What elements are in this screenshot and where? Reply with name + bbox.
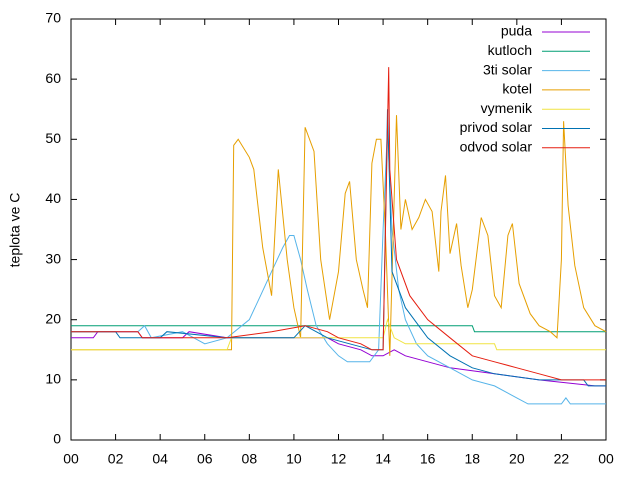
series-line bbox=[71, 325, 606, 333]
x-tick-label: 18 bbox=[464, 451, 480, 467]
x-tick-label: 10 bbox=[286, 451, 302, 467]
y-tick-label: 40 bbox=[45, 190, 61, 206]
y-axis-label: teplota ve C bbox=[7, 193, 23, 268]
x-tick-label: 12 bbox=[331, 451, 347, 467]
x-tick-label: 06 bbox=[197, 451, 213, 467]
legend-label: kutloch bbox=[488, 42, 532, 58]
series-line bbox=[71, 127, 606, 405]
x-tick-label: 22 bbox=[554, 451, 570, 467]
x-tick-label: 14 bbox=[375, 451, 391, 467]
y-tick-label: 70 bbox=[45, 10, 61, 26]
series-line bbox=[71, 115, 607, 356]
y-tick-label: 50 bbox=[45, 130, 61, 146]
legend-label: vymenik bbox=[481, 100, 533, 116]
legend-label: kotel bbox=[502, 81, 532, 97]
legend-label: privod solar bbox=[460, 119, 533, 135]
series-line bbox=[71, 67, 606, 381]
x-tick-label: 00 bbox=[598, 451, 614, 467]
series-line bbox=[71, 317, 606, 351]
y-tick-label: 30 bbox=[45, 250, 61, 266]
legend-label: 3ti solar bbox=[483, 61, 532, 77]
y-tick-label: 20 bbox=[45, 310, 61, 326]
x-tick-label: 00 bbox=[63, 451, 79, 467]
x-tick-label: 08 bbox=[242, 451, 258, 467]
legend-label: puda bbox=[501, 23, 532, 39]
legend-label: odvod solar bbox=[460, 139, 533, 155]
x-tick-label: 20 bbox=[509, 451, 525, 467]
y-tick-label: 60 bbox=[45, 70, 61, 86]
y-tick-label: 0 bbox=[53, 431, 61, 447]
x-tick-label: 02 bbox=[108, 451, 124, 467]
x-tick-label: 04 bbox=[152, 451, 168, 467]
x-tick-label: 16 bbox=[420, 451, 436, 467]
y-tick-label: 10 bbox=[45, 371, 61, 387]
